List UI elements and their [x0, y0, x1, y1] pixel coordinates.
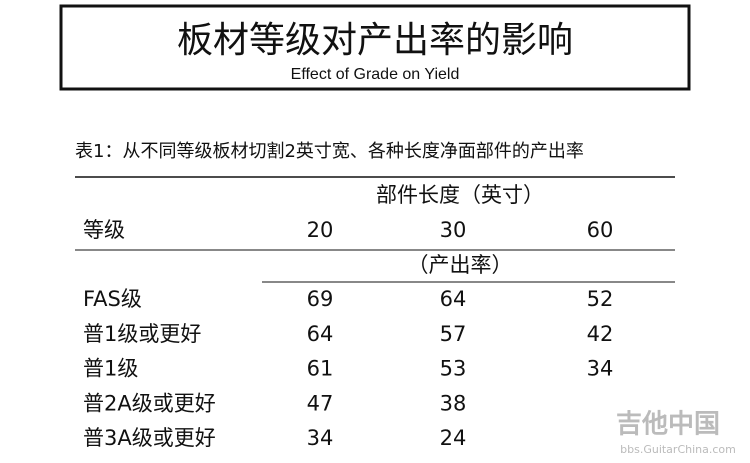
grade: FAS级: [83, 287, 142, 311]
subtitle: Effect of Grade on Yield: [291, 66, 460, 83]
cell-value: 42: [587, 322, 614, 346]
cell-value: 38: [440, 391, 467, 415]
grade: 普2A级或更好: [83, 391, 216, 415]
cell-value: 57: [440, 322, 467, 346]
row-header: 等级: [83, 218, 125, 242]
cell-value: 64: [307, 322, 334, 346]
cell-value: 69: [307, 287, 334, 311]
watermark-url: bbs.GuitarChina.com: [620, 443, 736, 456]
cell-value: 24: [440, 426, 467, 450]
grade: 普1级或更好: [83, 322, 201, 346]
caption: 表1：从不同等级板材切割2英寸宽、各种长度净面部件的产出率: [75, 141, 584, 162]
grade: 普3A级或更好: [83, 426, 216, 450]
title-box: [59, 4, 691, 91]
cell-value: 34: [587, 357, 614, 381]
column-header: 60: [587, 218, 614, 242]
column-header: 20: [307, 218, 334, 242]
grade: 普1级: [83, 357, 138, 381]
unit: （产出率）: [408, 253, 513, 277]
cell-value: 61: [307, 357, 334, 381]
title: 板材等级对产出率的影响: [177, 20, 573, 61]
column-header: 30: [440, 218, 467, 242]
cell-value: 64: [440, 287, 467, 311]
cell-value: 52: [587, 287, 614, 311]
cell-value: 34: [307, 426, 334, 450]
group-header: 部件长度（英寸）: [376, 183, 544, 207]
cell-value: 53: [440, 357, 467, 381]
cell-value: 47: [307, 391, 334, 415]
watermark-logo: 吉他中国: [616, 410, 720, 440]
